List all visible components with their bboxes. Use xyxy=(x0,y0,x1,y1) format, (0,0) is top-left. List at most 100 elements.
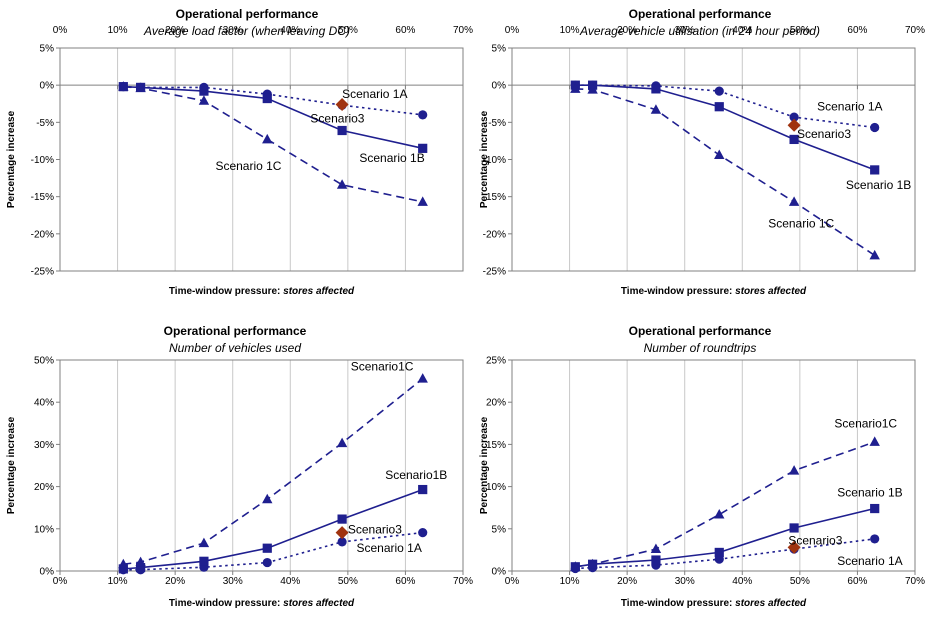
x-axis-label-emphasis: stores affected xyxy=(735,286,807,297)
series-scenario3: Scenario3 xyxy=(787,118,851,141)
y-tick-label: -10% xyxy=(483,155,506,166)
data-point xyxy=(651,84,661,94)
y-tick-label: 10% xyxy=(34,524,54,535)
data-point xyxy=(337,514,347,524)
data-point xyxy=(337,125,347,136)
data-point xyxy=(870,165,880,175)
data-point xyxy=(789,523,799,533)
y-tick-label: -15% xyxy=(31,192,54,203)
data-point xyxy=(714,149,725,160)
series-scenario3: Scenario3 xyxy=(787,534,843,554)
series-label: Scenario3 xyxy=(788,534,842,548)
y-tick-label: 20% xyxy=(34,482,54,493)
y-tick-label: 0% xyxy=(40,81,55,92)
x-axis-label-prefix: Time-window pressure: xyxy=(169,286,283,297)
x-tick-label: 20% xyxy=(617,576,637,587)
y-tick-label: -5% xyxy=(36,118,54,129)
series-scenario-1b: Scenario 1B xyxy=(570,486,903,572)
series-scenario-1c: Scenario 1C xyxy=(118,81,428,206)
data-point xyxy=(789,112,799,122)
data-point xyxy=(335,97,349,111)
y-tick-label: -10% xyxy=(31,155,54,166)
series-label: Scenario 1A xyxy=(817,100,882,114)
series-line xyxy=(123,85,423,203)
y-tick-label: 0% xyxy=(492,81,507,92)
data-point xyxy=(262,543,272,553)
x-tick-label: 50% xyxy=(338,25,358,36)
x-tick-label: 10% xyxy=(560,576,580,587)
y-tick-label: 5% xyxy=(492,524,507,535)
x-tick-label: 0% xyxy=(53,576,68,587)
x-tick-label: 70% xyxy=(905,576,925,587)
data-point xyxy=(118,81,129,91)
data-point xyxy=(570,83,581,93)
x-tick-label: 0% xyxy=(53,25,68,36)
series-label: Scenario 1A xyxy=(356,541,421,555)
chart-title: Operational performance xyxy=(629,7,772,21)
y-tick-label: 40% xyxy=(34,398,54,409)
chart-panel-vehicles-used: Operational performance Number of vehicle… xyxy=(6,324,473,609)
x-axis-label-emphasis: stores affected xyxy=(735,598,807,609)
x-tick-label: 70% xyxy=(905,25,925,36)
x-tick-label: 60% xyxy=(395,576,415,587)
series-scenario1b: Scenario1B xyxy=(118,468,447,574)
series-scenario3: Scenario3 xyxy=(310,97,365,126)
plot-area xyxy=(59,359,464,572)
x-axis-label-prefix: Time-window pressure: xyxy=(621,286,735,297)
x-tick-label: 20% xyxy=(165,576,185,587)
x-tick-label: 30% xyxy=(223,25,243,36)
data-point xyxy=(118,558,129,569)
x-tick-label: 60% xyxy=(847,576,867,587)
data-point xyxy=(262,557,272,568)
data-point xyxy=(336,179,348,189)
data-point xyxy=(262,93,272,104)
data-point xyxy=(336,437,348,448)
data-point xyxy=(714,508,725,519)
y-tick-label: 10% xyxy=(486,482,506,493)
chart-title: Operational performance xyxy=(164,324,307,338)
data-point xyxy=(650,543,662,554)
series-label: Scenario 1A xyxy=(837,554,902,568)
y-axis-label: Percentage increase xyxy=(6,416,17,514)
data-point xyxy=(714,547,724,558)
x-tick-label: 40% xyxy=(732,25,752,36)
y-tick-label: 0% xyxy=(40,567,55,578)
data-point xyxy=(199,86,209,96)
data-point xyxy=(418,143,428,153)
series-label: Scenario 1C xyxy=(215,159,281,173)
data-point xyxy=(870,534,880,544)
data-point xyxy=(417,196,428,206)
series-label: Scenario3 xyxy=(797,127,851,141)
y-tick-label: -25% xyxy=(31,267,54,278)
x-tick-label: 70% xyxy=(453,576,473,587)
y-axis-label: Percentage increase xyxy=(479,416,490,514)
series-label: Scenario 1A xyxy=(342,87,407,101)
y-axis-label: Percentage increase xyxy=(479,110,490,208)
data-point xyxy=(788,465,800,475)
data-point xyxy=(714,86,724,96)
chart-subtitle: Number of vehicles used xyxy=(169,341,301,355)
x-axis-label-prefix: Time-window pressure: xyxy=(621,598,735,609)
x-tick-label: 0% xyxy=(505,25,520,36)
chart-panel-vehicle-utilisation: Operational performance Average vehicle u… xyxy=(479,7,925,297)
data-point xyxy=(418,484,428,495)
chart-subtitle: Average vehicle utilisation (in 24 hour … xyxy=(579,24,820,38)
data-point xyxy=(198,95,210,105)
series-scenario1c: Scenario1C xyxy=(118,359,428,569)
data-point xyxy=(651,555,661,565)
series-label: Scenario3 xyxy=(348,523,402,537)
x-axis-label: Time-window pressure: stores affected xyxy=(621,598,807,609)
x-axis-label-emphasis: stores affected xyxy=(283,598,355,609)
series-scenario3: Scenario3 xyxy=(335,523,402,540)
data-point xyxy=(714,102,724,112)
x-tick-label: 10% xyxy=(108,25,128,36)
series-label: Scenario 1C xyxy=(768,216,834,230)
plot-area xyxy=(511,359,916,572)
data-point xyxy=(869,249,880,260)
x-tick-label: 40% xyxy=(280,576,300,587)
data-point xyxy=(335,526,349,540)
series-label: Scenario1B xyxy=(385,468,447,482)
series-label: Scenario 1B xyxy=(837,486,902,500)
chart-subtitle: Average load factor (when leaving DC) xyxy=(143,24,350,38)
data-point xyxy=(135,82,146,93)
